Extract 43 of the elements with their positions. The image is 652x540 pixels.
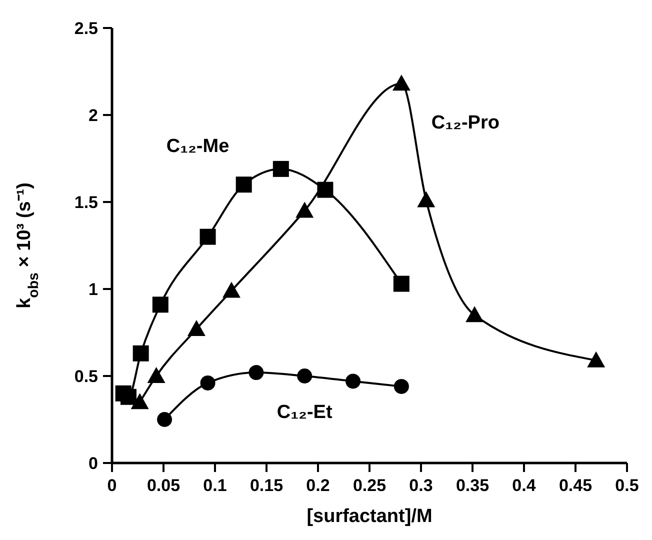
point [394, 378, 409, 394]
point [248, 365, 264, 380]
point [296, 202, 314, 218]
point [130, 393, 149, 410]
x-tick-label: 0.05 [146, 476, 180, 495]
x-tick-label: 0.45 [558, 476, 592, 495]
point [393, 276, 410, 292]
point [272, 160, 289, 177]
point [417, 191, 436, 208]
x-axis-title: [surfactant]/M [306, 506, 432, 527]
series-label: C₁₂-Pro [431, 112, 500, 134]
point [392, 74, 410, 91]
point [587, 351, 606, 368]
point [222, 282, 240, 298]
y-tick-label: 0 [88, 454, 98, 473]
point [152, 296, 168, 313]
point [297, 368, 312, 384]
point [187, 320, 206, 336]
point [120, 388, 136, 405]
x-tick-label: 0.1 [203, 476, 227, 495]
x-tick-label: 0.35 [456, 476, 490, 495]
x-tick-label: 0.15 [250, 476, 284, 495]
y-tick-label: 0.5 [74, 367, 98, 386]
point [200, 375, 216, 390]
series-label: C₁₂-Et [276, 402, 333, 423]
x-tick-label: 0.2 [306, 476, 330, 495]
x-tick-label: 0.4 [512, 476, 536, 495]
point [132, 345, 149, 362]
point [466, 306, 484, 322]
x-tick-label: 0.5 [615, 476, 639, 495]
x-tick-label: 0.25 [352, 476, 386, 495]
x-tick-label: 0.3 [409, 476, 433, 495]
series-label: C₁₂-Me [166, 136, 230, 157]
y-tick-label: 1.5 [74, 193, 98, 212]
point [157, 412, 172, 427]
x-tick-label: 0 [107, 476, 117, 495]
point [147, 367, 166, 383]
y-tick-label: 2.5 [74, 19, 98, 38]
point [236, 176, 252, 193]
point [346, 374, 361, 389]
y-tick-label: 1 [88, 280, 98, 299]
point [200, 228, 216, 245]
y-tick-label: 2 [88, 106, 98, 125]
